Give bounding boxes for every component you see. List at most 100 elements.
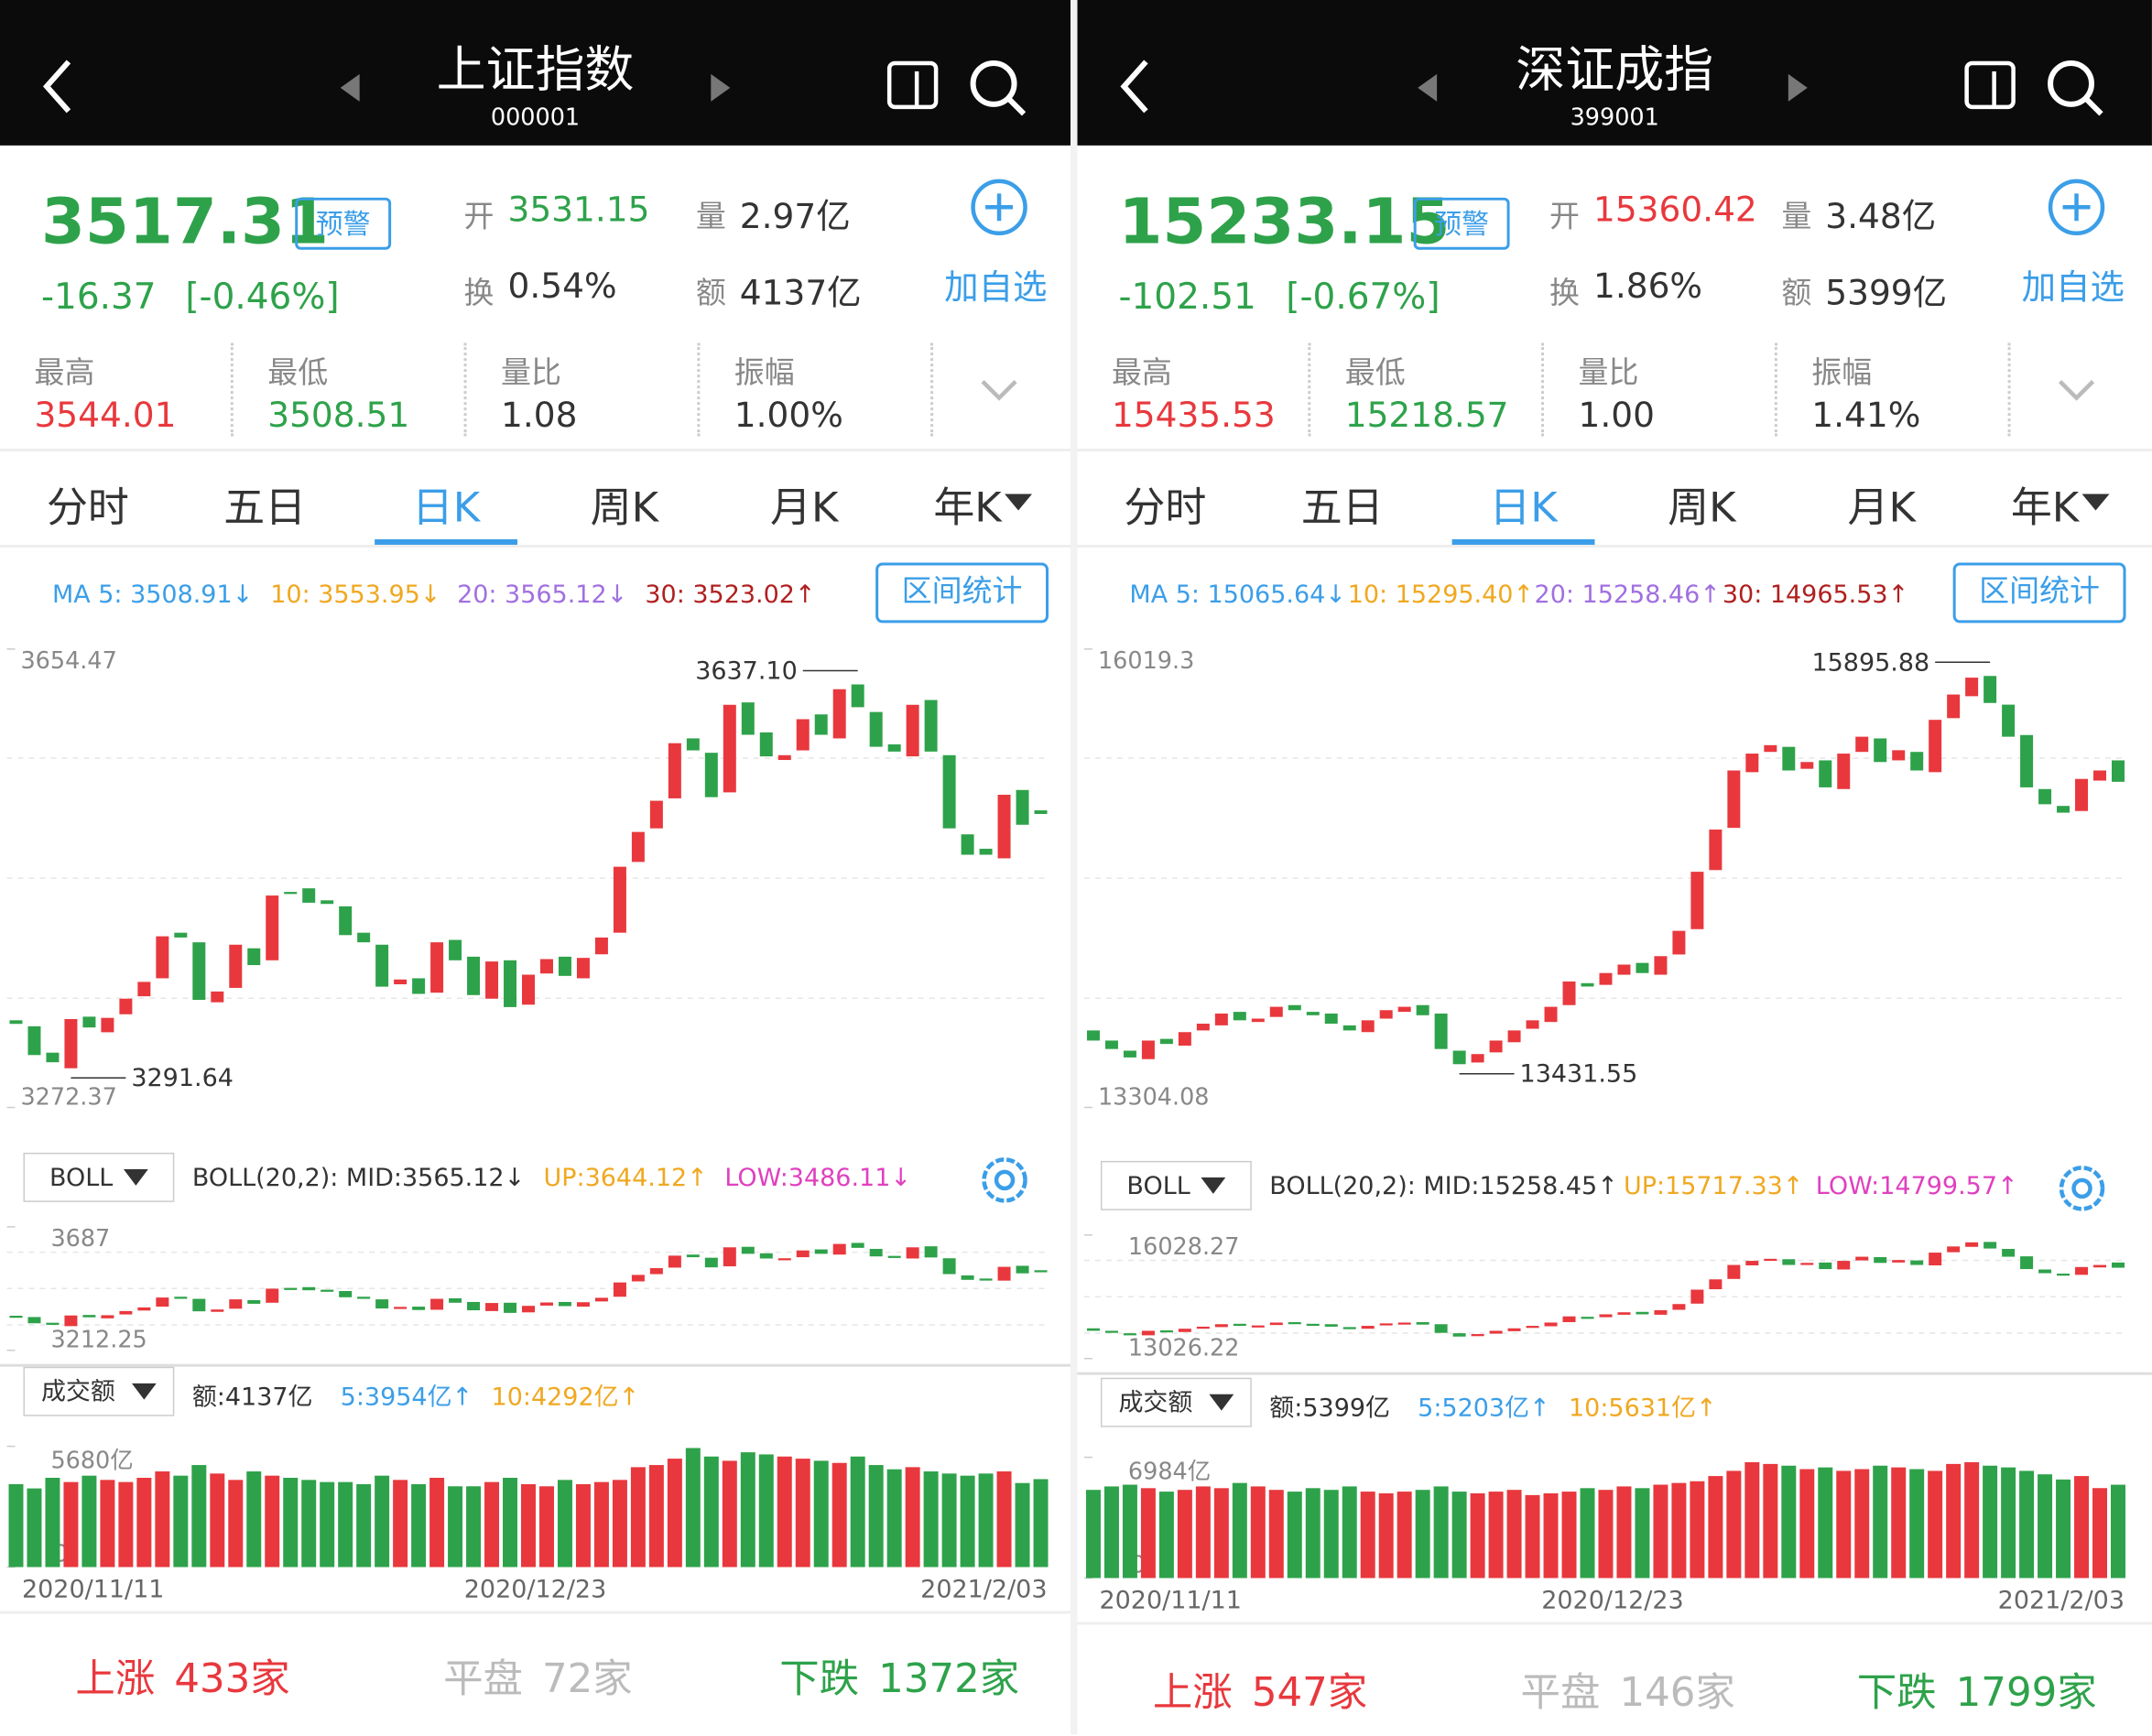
volume-bar xyxy=(2056,1479,2071,1579)
range-value: 1.08 xyxy=(501,395,578,436)
range-stats-button[interactable]: 区间统计 xyxy=(875,562,1049,624)
period-tab[interactable]: 周K xyxy=(1668,484,1736,533)
volume-bar xyxy=(1836,1470,1852,1579)
stat-value: 2.97亿 xyxy=(739,196,851,236)
footer-label: 平盘 xyxy=(1520,1668,1601,1716)
volume-button[interactable]: 成交额 xyxy=(1100,1377,1252,1427)
candle-body xyxy=(851,1242,864,1248)
range-label: 振幅 xyxy=(1811,356,1873,392)
boll-text: BOLL(20,2): MID:15258.45↑ xyxy=(1269,1171,1618,1201)
range-label: 最高 xyxy=(1111,356,1172,392)
candle-body xyxy=(649,800,663,829)
period-tab[interactable]: 分时 xyxy=(1124,484,1207,533)
candle-body xyxy=(430,1298,444,1310)
stock-code: 399001 xyxy=(1570,103,1659,132)
range-divider xyxy=(2007,342,2011,437)
stock-panel: 深证成指 399001 15233.15 预警 -102.51 [-0.67%] 开 1536… xyxy=(1077,0,2152,1735)
range-divider xyxy=(463,342,467,437)
y-tick-label: 16028.27 xyxy=(1128,1233,1240,1261)
period-tab[interactable]: 年K xyxy=(933,484,1002,533)
period-tab[interactable]: 周K xyxy=(590,484,659,533)
period-tab[interactable]: 五日 xyxy=(223,484,307,533)
add-icon-plus xyxy=(2062,193,2091,222)
change: -16.37 xyxy=(40,277,157,319)
volume-button[interactable]: 成交额 xyxy=(23,1366,175,1416)
volume-bar xyxy=(905,1467,920,1568)
period-tab[interactable]: 五日 xyxy=(1300,484,1384,533)
volume-bar xyxy=(1378,1492,1394,1579)
add-watchlist[interactable]: 加自选 xyxy=(944,267,1048,308)
candle-body xyxy=(1709,830,1723,871)
candle-body xyxy=(2038,1269,2052,1274)
candle-body xyxy=(887,1255,901,1258)
divider xyxy=(0,1611,1071,1614)
gear-inner xyxy=(2071,1177,2092,1199)
candle-body xyxy=(467,956,481,995)
period-tab[interactable]: 日K xyxy=(411,484,481,533)
candle-body xyxy=(375,1299,389,1309)
period-tab[interactable]: 分时 xyxy=(46,484,129,533)
alert-button[interactable]: 预警 xyxy=(1413,197,1510,250)
period-tab[interactable]: 月K xyxy=(1847,484,1916,533)
stat-label: 开 xyxy=(463,200,495,235)
candle-body xyxy=(174,1297,188,1299)
volume-bar xyxy=(118,1481,134,1568)
candle-body xyxy=(375,944,389,987)
divider xyxy=(1077,449,2152,452)
search-icon-handle xyxy=(2083,96,2103,116)
divider xyxy=(0,544,1071,548)
boll-button[interactable]: BOLL xyxy=(23,1152,175,1202)
volume-bar xyxy=(1543,1492,1559,1579)
volume-bar xyxy=(1305,1488,1321,1579)
candle-body xyxy=(924,1246,938,1258)
candle-body xyxy=(1034,810,1048,814)
period-tab[interactable]: 年K xyxy=(2010,484,2080,533)
candle-body xyxy=(229,944,243,988)
candle-body xyxy=(1086,1328,1100,1331)
volume-bar xyxy=(429,1477,445,1568)
candle-body xyxy=(942,1258,956,1275)
ma-label: 20: 15258.46↑ xyxy=(1534,580,1721,610)
volume-bar xyxy=(740,1452,755,1568)
header-bar: 深证成指 399001 xyxy=(1077,0,2152,146)
price: 3517.31 xyxy=(40,183,329,258)
candle-body xyxy=(485,961,499,999)
candle-body xyxy=(1489,1040,1503,1053)
range-label: 振幅 xyxy=(734,356,795,392)
candle-body xyxy=(1562,981,1576,1005)
range-divider xyxy=(1774,342,1777,437)
candle-body xyxy=(229,1299,243,1309)
range-value: 15218.57 xyxy=(1344,395,1509,436)
ma-label: MA 5: 3508.91↓ xyxy=(51,580,254,610)
candle-body xyxy=(247,1299,261,1304)
range-stats-button[interactable]: 区间统计 xyxy=(1952,562,2126,624)
candle-body xyxy=(1379,1010,1393,1019)
candle-body xyxy=(814,714,828,735)
dropdown-arrow xyxy=(131,1383,157,1400)
candle-body xyxy=(979,848,993,855)
period-tab[interactable]: 日K xyxy=(1489,484,1558,533)
candle-body xyxy=(1361,1326,1375,1329)
candle-body xyxy=(906,704,919,757)
volume-bar xyxy=(228,1480,244,1568)
candle-body xyxy=(156,1297,169,1307)
volume-bar xyxy=(1158,1492,1174,1579)
alert-button[interactable]: 预警 xyxy=(295,197,392,250)
gear-outer xyxy=(982,1157,1027,1203)
candle-body xyxy=(869,711,883,747)
period-tab[interactable]: 月K xyxy=(770,484,839,533)
candle-body xyxy=(2020,1256,2034,1270)
candle-body xyxy=(832,1243,846,1255)
boll-button[interactable]: BOLL xyxy=(1100,1160,1252,1210)
divider xyxy=(1077,1622,2152,1625)
candle-body xyxy=(1654,956,1668,975)
y-tick-label: 3687 xyxy=(50,1225,110,1253)
volume-bar xyxy=(356,1483,372,1568)
candle-body xyxy=(2020,734,2034,787)
candle-body xyxy=(1269,1322,1283,1326)
volume-bar xyxy=(685,1448,701,1568)
volume-bar xyxy=(1360,1492,1375,1579)
add-watchlist[interactable]: 加自选 xyxy=(2021,267,2125,308)
volume-bar xyxy=(1616,1486,1632,1579)
candle-body xyxy=(412,978,426,994)
